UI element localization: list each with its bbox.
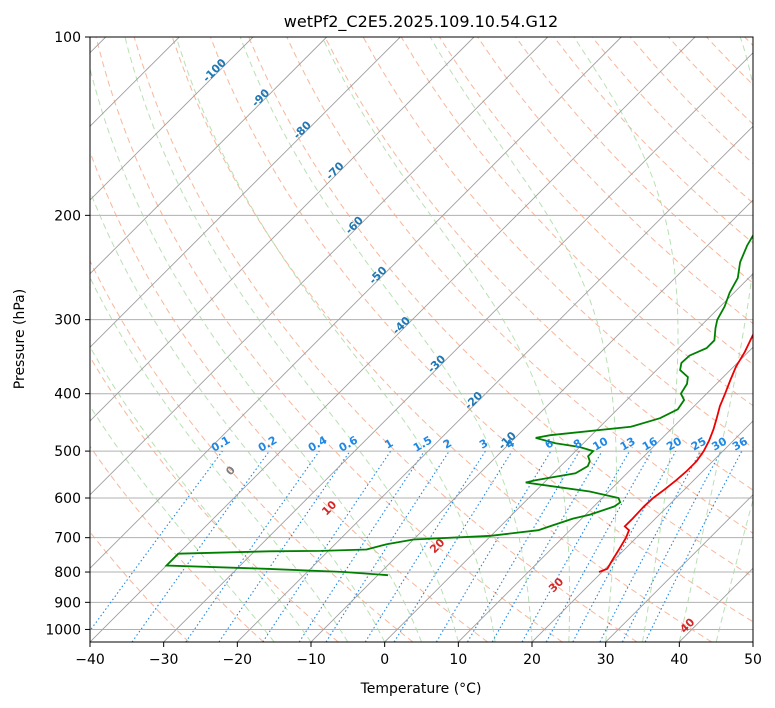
y-tick-label: 900 bbox=[54, 595, 81, 611]
mixing-ratio-line bbox=[185, 450, 320, 642]
moist-adiabats bbox=[90, 37, 753, 642]
sounding-series bbox=[164, 233, 753, 577]
moist-adiabat-line bbox=[239, 37, 533, 642]
isotherm-line bbox=[90, 37, 622, 569]
moist-adiabat-line bbox=[573, 37, 679, 642]
isotherm-line bbox=[90, 37, 696, 642]
isotherm-line bbox=[310, 199, 753, 642]
x-tick-label: 50 bbox=[744, 652, 762, 668]
dry-adiabat-line bbox=[248, 37, 753, 578]
y-tick-label: 600 bbox=[54, 491, 81, 507]
y-tick-label: 500 bbox=[54, 444, 81, 460]
moist-adiabat-line bbox=[715, 497, 753, 642]
x-tick-label: 40 bbox=[670, 652, 688, 668]
x-tick-label: −40 bbox=[75, 652, 105, 668]
x-tick-label: 30 bbox=[597, 652, 615, 668]
mixing-ratio-line bbox=[393, 450, 513, 642]
dry-adiabat-line bbox=[171, 37, 712, 642]
moist-adiabat-line bbox=[90, 405, 275, 642]
mixing-ratio-line bbox=[262, 450, 392, 642]
mixing-ratio-line bbox=[325, 450, 450, 642]
axes: −40 −30 −20 −10 0 10 20 30 40 50 100 200 300 400 500 60… bbox=[45, 30, 762, 668]
dry-adiabat-line bbox=[324, 37, 753, 491]
x-tick-label: −30 bbox=[149, 652, 179, 668]
isotherm-line bbox=[90, 37, 254, 201]
y-tick-label: 1000 bbox=[45, 622, 81, 638]
isotherm-line bbox=[457, 346, 753, 642]
y-tick-label: 400 bbox=[54, 387, 81, 403]
isotherm-line bbox=[531, 420, 753, 642]
isotherm-line bbox=[90, 37, 401, 348]
y-tick-label: 800 bbox=[54, 565, 81, 581]
y-axis-title: Pressure (hPa) bbox=[12, 289, 28, 389]
chart-title: wetPf2_C2E5.2025.109.10.54.G12 bbox=[284, 12, 558, 32]
y-tick-label: 300 bbox=[54, 313, 81, 329]
isotherm-line bbox=[90, 37, 328, 275]
isotherm-line bbox=[605, 494, 753, 642]
mixing-ratio-lines bbox=[90, 450, 743, 642]
dry-adiabat-line bbox=[286, 37, 753, 534]
y-tick-label: 100 bbox=[54, 30, 81, 46]
moist-adiabat-line bbox=[124, 37, 459, 642]
x-axis-title: Temperature (°C) bbox=[360, 681, 482, 697]
moist-adiabat-line bbox=[429, 37, 617, 642]
x-tick-label: 0 bbox=[380, 652, 389, 668]
dry-adiabat-line bbox=[515, 37, 753, 284]
mixing-ratio-line bbox=[644, 450, 743, 642]
x-tick-label: −20 bbox=[223, 652, 253, 668]
dry-adiabat-line bbox=[95, 37, 563, 642]
plot-frame bbox=[89, 36, 754, 643]
isotherm-line bbox=[90, 37, 475, 422]
mixing-ratio-line bbox=[572, 450, 677, 642]
dry-adiabat-line bbox=[133, 37, 638, 642]
y-tick-label: 200 bbox=[54, 208, 81, 224]
mixing-ratio-line bbox=[545, 450, 653, 642]
moist-adiabat-line bbox=[175, 37, 496, 642]
isotherm-line bbox=[163, 52, 753, 642]
moist-adiabat-line bbox=[90, 276, 349, 642]
isotherm-line bbox=[752, 641, 753, 642]
x-tick-label: 20 bbox=[523, 652, 541, 668]
dewpoint-profile-line bbox=[164, 233, 753, 577]
moist-adiabat-line bbox=[678, 37, 753, 642]
mixing-ratio-line bbox=[298, 450, 425, 642]
isotherm-line bbox=[90, 37, 549, 496]
mixing-ratio-line bbox=[90, 450, 223, 632]
mixing-ratio-line bbox=[131, 450, 270, 642]
moist-adiabat-line bbox=[90, 66, 422, 642]
isotherm-line bbox=[236, 125, 753, 642]
temperature-profile-line bbox=[598, 332, 753, 573]
dry-adiabat-line bbox=[90, 259, 414, 642]
dry-adiabat-line bbox=[90, 445, 264, 642]
y-tick-label: 700 bbox=[54, 531, 81, 547]
isotherm-line bbox=[384, 273, 753, 642]
mixing-ratio-line bbox=[218, 450, 351, 642]
x-tick-label: −10 bbox=[296, 652, 326, 668]
isotherm-grid bbox=[90, 37, 753, 642]
plot-area bbox=[90, 37, 753, 642]
x-tick-label: 10 bbox=[449, 652, 467, 668]
dry-adiabat-line bbox=[90, 356, 339, 642]
moist-adiabat-line bbox=[90, 189, 386, 642]
